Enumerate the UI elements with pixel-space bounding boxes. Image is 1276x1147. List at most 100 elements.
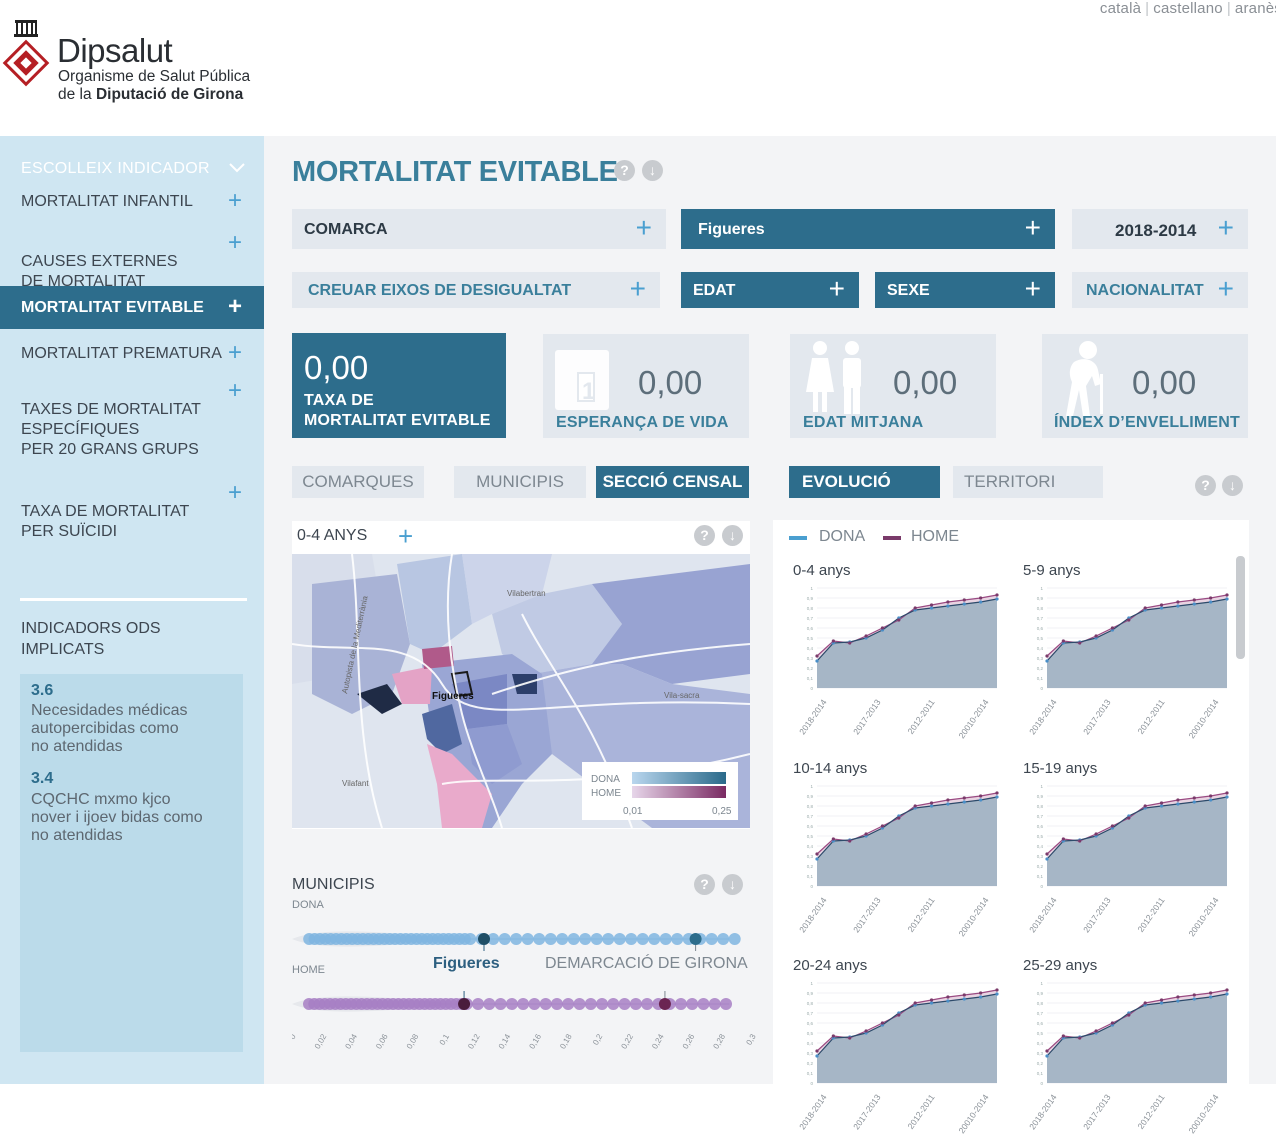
download-icon[interactable]: ↓ bbox=[642, 160, 663, 181]
plus-icon[interactable]: + bbox=[228, 339, 243, 366]
help-icon[interactable]: ? bbox=[694, 525, 715, 546]
home-dot bbox=[528, 998, 541, 1010]
inequality-axes-selector[interactable]: CREUAR EIXOS DE DESIGUALTAT + bbox=[292, 272, 660, 308]
evolution-panel: DONA HOME 0-4 anys 1 0,9 0,8 0,7 0,6 0,5 0,4 0,3… bbox=[773, 520, 1249, 1135]
kpi-mortalitat-evitable[interactable]: 0,00 TAXA DE MORTALITAT EVITABLE bbox=[292, 333, 506, 438]
scrollbar-thumb[interactable] bbox=[1236, 556, 1245, 659]
y-tick-label: 0,1 bbox=[1037, 874, 1044, 879]
y-tick-label: 0,7 bbox=[1037, 616, 1044, 621]
y-tick-label: 0,7 bbox=[807, 616, 814, 621]
home-point bbox=[979, 596, 983, 600]
plus-icon[interactable]: + bbox=[1024, 212, 1041, 243]
plus-icon[interactable]: + bbox=[1217, 273, 1234, 304]
sidebar-item-mortalitat-prematura[interactable]: MORTALITAT PREMATURA + bbox=[21, 339, 243, 366]
tab-evolucio[interactable]: EVOLUCIÓ bbox=[789, 466, 940, 498]
download-icon[interactable]: ↓ bbox=[1222, 475, 1243, 496]
tab-seccio-censal[interactable]: SECCIÓ CENSAL bbox=[596, 466, 749, 498]
plus-icon[interactable]: + bbox=[398, 521, 414, 551]
sidebar-item-suicidi[interactable]: TAXA DE MORTALITAT PER SUÏCIDI + bbox=[21, 479, 243, 541]
dona-point bbox=[979, 600, 983, 604]
help-icon[interactable]: ? bbox=[614, 160, 635, 181]
plus-icon[interactable]: + bbox=[228, 293, 243, 320]
help-icon[interactable]: ? bbox=[694, 874, 715, 895]
municipality-selector[interactable]: Figueres + bbox=[681, 209, 1055, 249]
panel-title: 0-4 anys bbox=[793, 562, 851, 579]
home-point bbox=[848, 839, 852, 843]
ods-code[interactable]: 3.6 bbox=[31, 682, 54, 699]
plus-icon[interactable]: + bbox=[1024, 273, 1041, 304]
plus-icon[interactable]: + bbox=[228, 229, 243, 256]
small-multiple-chart[interactable]: 10-14 anys 1 0,9 0,8 0,7 0,6 0,5 0,4 0,3 0,2 0,1 0 2… bbox=[793, 760, 999, 950]
home-point bbox=[1209, 991, 1213, 995]
plus-icon[interactable]: + bbox=[228, 377, 243, 404]
place-label: Vila-sacra bbox=[664, 691, 700, 700]
help-icon[interactable]: ? bbox=[1195, 475, 1216, 496]
plus-icon[interactable]: + bbox=[228, 187, 243, 214]
plus-icon[interactable]: + bbox=[1217, 212, 1234, 243]
dona-point bbox=[929, 606, 934, 610]
y-tick-label: 0,2 bbox=[807, 666, 814, 671]
x-tick-label: 20010-2014 bbox=[956, 1092, 990, 1135]
home-dot bbox=[720, 998, 733, 1010]
panel-title: 15-19 anys bbox=[1023, 760, 1098, 777]
small-multiple-chart[interactable]: 20-24 anys 1 0,9 0,8 0,7 0,6 0,5 0,4 0,3 0,2 0,1 0 2… bbox=[793, 957, 999, 1147]
sexe-selector[interactable]: SEXE + bbox=[875, 272, 1055, 308]
panel-title: 20-24 anys bbox=[793, 957, 868, 974]
y-tick-label: 0,1 bbox=[807, 676, 814, 681]
home-point bbox=[946, 798, 950, 802]
plus-icon[interactable]: + bbox=[629, 273, 646, 304]
tab-municipis[interactable]: MUNICIPIS bbox=[454, 466, 586, 498]
small-multiple-chart[interactable]: 0-4 anys 1 0,9 0,8 0,7 0,6 0,5 0,4 0,3 0,2 0,1 0 201… bbox=[793, 562, 999, 752]
tab-comarques[interactable]: COMARQUES bbox=[292, 466, 424, 498]
plus-icon[interactable]: + bbox=[828, 273, 845, 304]
period-selector[interactable]: 2018-2014 + bbox=[1072, 209, 1248, 249]
kpi-esperanca-vida[interactable]: 1 0,00 ESPERANÇA DE VIDA bbox=[543, 334, 749, 438]
legend-home[interactable]: HOME bbox=[911, 528, 959, 545]
chevron-down-icon[interactable] bbox=[229, 163, 245, 173]
dona-point bbox=[815, 659, 819, 663]
sidebar-heading[interactable]: ESCOLLEIX INDICADOR bbox=[21, 160, 210, 177]
lang-catala[interactable]: català bbox=[1099, 0, 1142, 17]
tab-territori[interactable]: TERRITORI bbox=[953, 466, 1103, 498]
dona-area bbox=[1047, 599, 1227, 688]
nacionalitat-selector[interactable]: NACIONALITAT + bbox=[1072, 272, 1248, 308]
legend-dona[interactable]: DONA bbox=[819, 528, 866, 545]
sidebar-item-causes-externes[interactable]: CAUSES EXTERNES DE MORTALITAT + bbox=[21, 229, 243, 291]
sidebar-item-taxes-especifiques[interactable]: TAXES DE MORTALITAT ESPECÍFIQUES PER 20 … bbox=[21, 377, 243, 459]
dona-point bbox=[815, 1054, 819, 1058]
home-point bbox=[913, 1001, 917, 1005]
small-multiple-chart[interactable]: 15-19 anys 1 0,9 0,8 0,7 0,6 0,5 0,4 0,3 0,2 0,1 0 2… bbox=[1023, 760, 1229, 950]
lang-castellano[interactable]: castellano bbox=[1153, 0, 1223, 17]
plus-icon[interactable]: + bbox=[228, 479, 243, 506]
x-tick-label: 0,1 bbox=[438, 1032, 452, 1047]
home-point bbox=[1078, 1036, 1082, 1040]
download-icon[interactable]: ↓ bbox=[722, 874, 743, 895]
home-dot bbox=[550, 998, 563, 1010]
y-tick-label: 0,8 bbox=[1037, 1001, 1044, 1006]
plus-icon[interactable]: + bbox=[635, 212, 652, 243]
small-multiple-chart[interactable]: 5-9 anys 1 0,9 0,8 0,7 0,6 0,5 0,4 0,3 0,2 0,1 0 201… bbox=[1023, 562, 1229, 752]
age-selector[interactable]: 0-4 ANYS bbox=[297, 527, 368, 544]
municipis-dot-plot[interactable]: DONA HOME Figueres DEMARCACIÓ DE GIRONA … bbox=[292, 896, 762, 1076]
x-tick-label: 0,04 bbox=[343, 1032, 359, 1050]
x-tick-label: 0,14 bbox=[497, 1032, 513, 1050]
sidebar-item-mortalitat-infantil[interactable]: MORTALITAT INFANTIL + bbox=[21, 187, 243, 214]
x-tick-label: 2017-2013 bbox=[851, 895, 883, 934]
y-tick-label: 0,9 bbox=[807, 596, 814, 601]
sidebar-item-mortalitat-evitable[interactable]: MORTALITAT EVITABLE + bbox=[0, 286, 264, 329]
y-tick-label: 0,9 bbox=[807, 794, 814, 799]
lang-aranes[interactable]: aranès bbox=[1234, 0, 1276, 17]
kpi-edat-mitjana[interactable]: 0,00 EDAT MITJANA bbox=[790, 334, 996, 438]
y-tick-label: 0,6 bbox=[1037, 1021, 1044, 1026]
census-map[interactable]: Vilabertran Figueres Vila-sacra Vilafant… bbox=[292, 554, 750, 828]
ods-code[interactable]: 3.4 bbox=[31, 770, 54, 787]
coat-of-arms-logo[interactable] bbox=[2, 18, 50, 90]
dona-point bbox=[995, 795, 999, 799]
x-tick-label: 0 bbox=[292, 1032, 298, 1041]
comarca-selector[interactable]: COMARCA + bbox=[292, 209, 666, 249]
edat-selector[interactable]: EDAT + bbox=[681, 272, 859, 308]
small-multiple-chart[interactable]: 25-29 anys 1 0,9 0,8 0,7 0,6 0,5 0,4 0,3 0,2 0,1 0 2… bbox=[1023, 957, 1229, 1147]
download-icon[interactable]: ↓ bbox=[722, 525, 743, 546]
kpi-index-envelliment[interactable]: 0,00 ÍNDEX D’ENVELLIMENT bbox=[1042, 334, 1248, 438]
home-point bbox=[929, 801, 934, 805]
